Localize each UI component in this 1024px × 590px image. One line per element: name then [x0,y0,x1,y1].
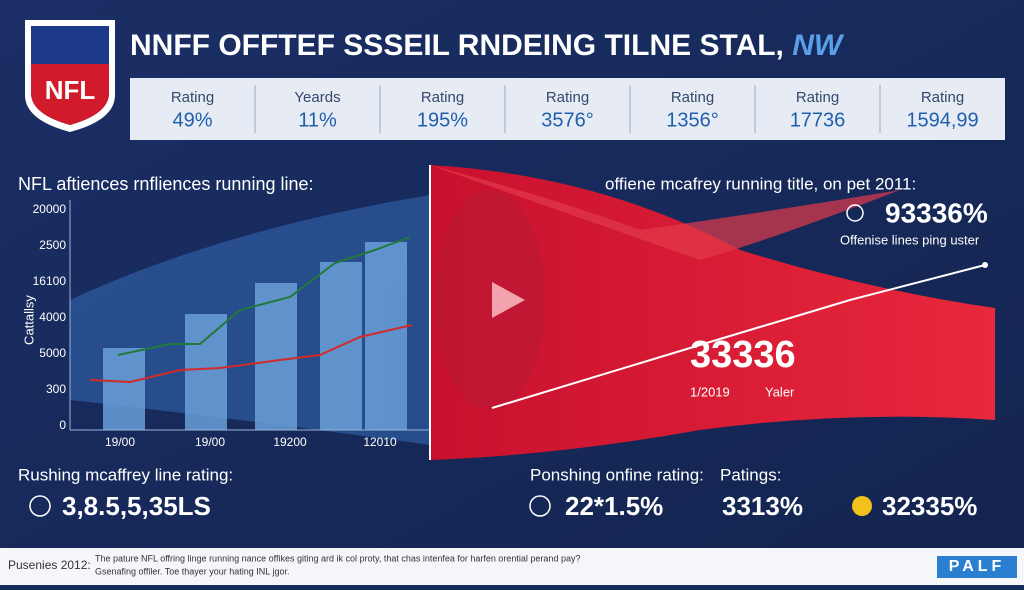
bottom-value: 22*1.5% [565,491,663,521]
stat-value: 17736 [790,109,846,131]
footer-left: Pusenies 2012: [8,558,91,572]
right-stat: 93336% [885,197,988,228]
right-stat-caption: Offenise lines ping uster [840,232,980,247]
bottom-value: 3313% [722,491,803,521]
bottom-label: Rushing mcaffrey line rating: [18,465,233,484]
stat-value: 49% [172,109,212,131]
y-label: 20000 [33,202,67,216]
stat-value: 1594,99 [906,109,978,131]
bottom-label: Ponshing onfine rating: [530,465,704,484]
logo-text: NFL [45,75,96,105]
x-label: 19/00 [195,435,225,449]
y-label: 0 [59,418,66,432]
x-label: 19/00 [105,435,135,449]
footer [0,548,1024,585]
stat-label: Rating [921,89,964,106]
y-axis-label: Cattallsy [21,295,36,345]
y-label: 16100 [33,274,67,288]
brand-box [937,556,1017,578]
stat-label: Rating [546,89,589,106]
trend-line [491,264,986,409]
red-line [89,324,413,384]
bars [103,242,407,430]
stat-value: 1356° [666,109,719,131]
play-icon [492,282,525,318]
stat-label: Yeards [294,89,340,106]
bottom-icon [529,495,551,517]
stats-bar [130,78,1005,140]
y-label: 2500 [39,238,66,252]
stat-value: 195% [417,109,468,131]
stat-label: Rating [671,89,714,106]
big-number: 33336 [690,334,796,376]
red-flow [430,165,995,460]
y-label: 300 [46,382,66,396]
y-label: 5000 [39,346,66,360]
brand: PALF [949,558,1006,575]
stat-label: Rating [796,89,839,106]
stat-value: 3576° [541,109,594,131]
dot [982,262,988,268]
red-flow-top [430,165,900,260]
big-caption: Yaler [765,384,795,399]
green-line [117,236,411,356]
footer-line: The pature NFL offring linge running nan… [95,553,580,563]
check-icon [846,204,864,222]
y-label: 4000 [39,310,66,324]
bottom-label: Patings: [720,465,781,484]
bottom-icon [29,495,51,517]
footer-line: Gsenafing offiler. Toe thayer your hatin… [95,566,289,576]
logo: NFL [25,20,115,132]
player-silhouette [435,190,545,410]
bottom-value: 32335% [882,491,977,521]
bottom-value: 3,8.5,5,35LS [62,491,211,521]
x-label: 19200 [273,435,307,449]
stat-value: 11% [298,109,337,131]
big-date: 1/2019 [690,384,730,399]
right-heading: offiene mcafrey running title, on pet 20… [605,174,916,193]
title: NNFF OFFTEF SSSEIL RNDEING TILNE STAL, N… [130,29,845,62]
left-heading: NFL aftiences rnfliences running line: [18,174,314,194]
stat-label: Rating [171,89,214,106]
bottom-icon [852,496,872,516]
stat-label: Rating [421,89,464,106]
x-label: 12010 [363,435,397,449]
